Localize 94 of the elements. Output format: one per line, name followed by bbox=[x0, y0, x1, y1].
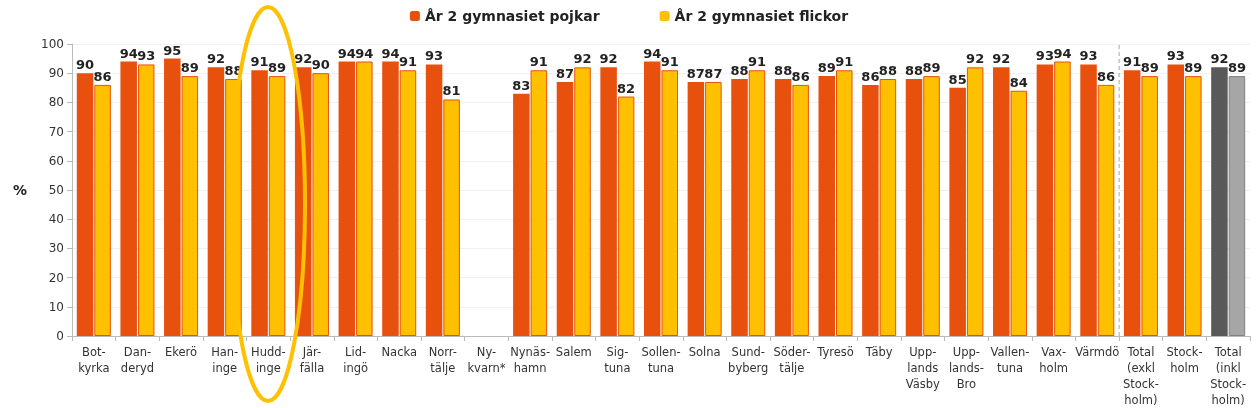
data-label: 89 bbox=[1184, 60, 1203, 76]
data-label: 91 bbox=[660, 54, 679, 70]
x-tick-label: Upp- lands Väsby bbox=[905, 345, 941, 391]
x-tick-label: Sollen- tuna bbox=[641, 345, 681, 375]
data-label: 93 bbox=[137, 48, 156, 64]
data-label: 86 bbox=[1097, 68, 1116, 84]
data-label: 92 bbox=[599, 51, 618, 67]
data-label: 87 bbox=[686, 65, 705, 81]
x-tick-label: Salem bbox=[555, 345, 592, 359]
x-tick-label: Sig- tuna bbox=[604, 345, 631, 375]
y-tick-label: 60 bbox=[48, 153, 64, 168]
data-label: 91 bbox=[250, 54, 269, 70]
data-label: 95 bbox=[163, 42, 182, 58]
data-label: 89 bbox=[817, 60, 836, 76]
x-tick-label: Han- inge bbox=[211, 345, 239, 375]
y-tick-label: 0 bbox=[56, 329, 64, 343]
y-tick-label: 90 bbox=[48, 66, 64, 81]
bar bbox=[1211, 67, 1228, 336]
x-tick-label: Tyresö bbox=[816, 345, 854, 359]
x-tick-label: Dan- deryd bbox=[120, 345, 155, 375]
x-tick-label: Nacka bbox=[381, 345, 417, 359]
y-tick-label: 20 bbox=[48, 270, 64, 285]
data-label: 83 bbox=[512, 77, 531, 93]
x-tick-label: Norr- tälje bbox=[428, 345, 458, 375]
data-label: 92 bbox=[1210, 51, 1229, 67]
data-label: 94 bbox=[337, 45, 356, 61]
data-label: 92 bbox=[966, 51, 985, 67]
x-tick-label: Lid- ingö bbox=[343, 345, 369, 375]
data-label: 87 bbox=[704, 65, 723, 81]
data-label: 87 bbox=[555, 65, 575, 81]
y-axis-title: % bbox=[12, 182, 27, 198]
data-label: 86 bbox=[93, 68, 112, 84]
legend-label: År 2 gymnasiet flickor bbox=[674, 8, 849, 24]
data-label: 91 bbox=[398, 54, 418, 70]
x-tick-label: Vax- holm bbox=[1039, 345, 1069, 375]
data-label: 86 bbox=[791, 68, 810, 84]
data-label: 91 bbox=[835, 54, 854, 70]
data-label: 90 bbox=[311, 57, 330, 73]
y-tick-label: 80 bbox=[48, 95, 64, 110]
data-label: 88 bbox=[878, 63, 897, 79]
data-label: 94 bbox=[355, 45, 374, 61]
data-label: 94 bbox=[381, 45, 400, 61]
x-tick-label: Täby bbox=[864, 345, 893, 359]
data-label: 91 bbox=[1123, 54, 1142, 70]
data-label: 89 bbox=[268, 60, 287, 76]
y-tick-label: 30 bbox=[48, 241, 64, 256]
data-label: 89 bbox=[1227, 60, 1246, 76]
x-tick-label: Upp- lands- Bro bbox=[948, 345, 984, 391]
x-tick-label: Nynäs- hamn bbox=[510, 345, 551, 375]
data-label: 89 bbox=[180, 60, 199, 76]
data-label: 94 bbox=[643, 45, 662, 61]
x-tick-label: Total (inkl Stock- holm) bbox=[1210, 345, 1247, 407]
data-label: 94 bbox=[119, 45, 138, 61]
data-label: 94 bbox=[1053, 45, 1072, 61]
data-label: 93 bbox=[1166, 48, 1185, 64]
data-label: 90 bbox=[76, 57, 95, 73]
x-tick-label: Söder- tälje bbox=[773, 345, 811, 375]
data-label: 93 bbox=[1035, 48, 1054, 64]
data-label: 92 bbox=[573, 51, 592, 67]
data-label: 81 bbox=[442, 83, 461, 99]
data-label: 89 bbox=[1140, 60, 1159, 76]
x-tick-label: Solna bbox=[688, 345, 721, 359]
x-tick-label: Värmdö bbox=[1075, 345, 1120, 359]
data-label: 88 bbox=[730, 63, 749, 79]
x-tick-label: Jär- fälla bbox=[299, 345, 325, 375]
data-label: 92 bbox=[294, 51, 313, 67]
y-tick-label: 100 bbox=[41, 37, 64, 51]
x-tick-label: Ekerö bbox=[165, 345, 198, 359]
data-label: 88 bbox=[904, 63, 924, 79]
y-tick-label: 50 bbox=[48, 183, 64, 197]
x-tick-label: Hudd- inge bbox=[250, 345, 286, 375]
data-label: 92 bbox=[206, 51, 225, 67]
x-tick-label: Sund- byberg bbox=[728, 345, 769, 375]
data-label: 85 bbox=[948, 71, 967, 87]
data-label: 91 bbox=[747, 54, 767, 70]
x-tick-label: Vallen- tuna bbox=[990, 345, 1030, 375]
data-label: 86 bbox=[861, 68, 880, 84]
data-label: 92 bbox=[992, 51, 1011, 67]
data-label: 93 bbox=[425, 48, 444, 64]
data-label: 88 bbox=[774, 63, 793, 79]
data-label: 82 bbox=[617, 80, 636, 96]
x-tick-label: Stock- holm bbox=[1166, 345, 1203, 375]
data-label: 91 bbox=[529, 54, 548, 70]
data-label: 84 bbox=[1009, 74, 1028, 90]
x-tick-label: Total (exkl Stock- holm) bbox=[1122, 345, 1159, 407]
x-tick-label: Ny- kvarn* bbox=[467, 345, 506, 375]
y-tick-label: 70 bbox=[48, 124, 64, 139]
data-label: 89 bbox=[922, 60, 941, 76]
bar bbox=[1228, 76, 1246, 336]
legend-label: År 2 gymnasiet pojkar bbox=[424, 8, 600, 24]
y-tick-label: 40 bbox=[48, 212, 64, 227]
x-tick-label: Bot- kyrka bbox=[78, 345, 110, 375]
y-tick-label: 10 bbox=[48, 299, 64, 314]
data-label: 93 bbox=[1079, 48, 1098, 64]
